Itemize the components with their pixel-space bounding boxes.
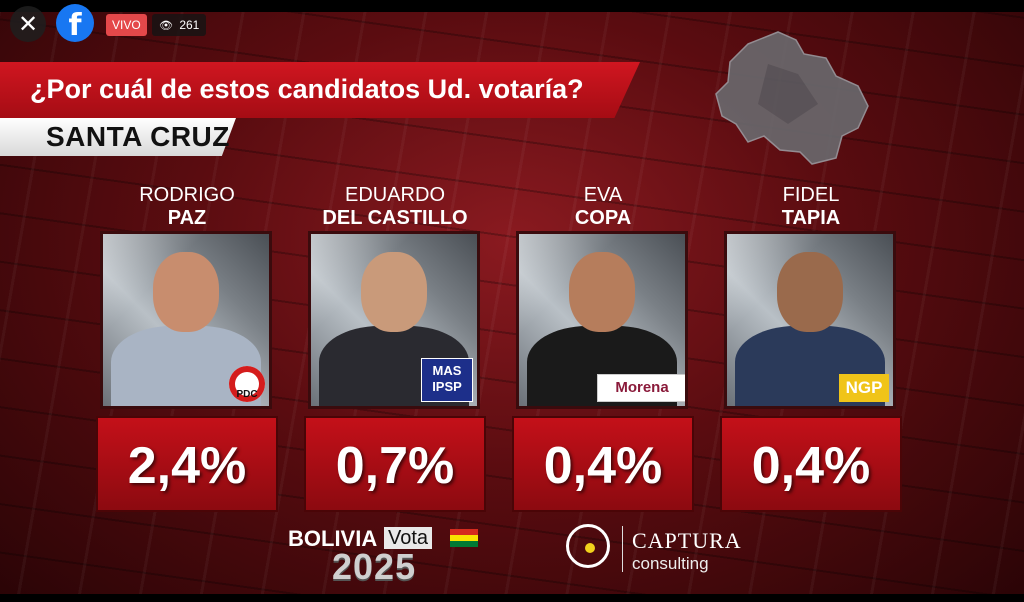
region-banner (0, 118, 236, 156)
candidate-name-2: EDUARDO DEL CASTILLO (300, 184, 490, 230)
region-label: SANTA CRUZ (46, 121, 230, 152)
candidate-photo-4: NGP (724, 231, 896, 409)
party-logo-pdc: PDC (229, 366, 265, 402)
candidate-photo-1: PDC (100, 231, 272, 409)
candidate-first-name: EVA (583, 184, 623, 206)
bolivia-map-graphic (715, 31, 869, 165)
viewer-count: 261 (179, 18, 200, 32)
candidate-percent-1: 2,4% (96, 416, 278, 512)
captura-mark-icon (566, 524, 610, 568)
live-badge: VIVO (106, 14, 147, 36)
question-banner (0, 62, 640, 118)
candidate-name-1: RODRIGO PAZ (92, 184, 282, 230)
close-button[interactable]: ✕ (10, 6, 46, 42)
eye-icon: 👁 (159, 20, 173, 32)
brand-vota-text: Vota (384, 527, 433, 549)
candidate-first-name: FIDEL (782, 184, 840, 206)
poll-question: ¿Por cuál de estos candidatos Ud. votarí… (30, 74, 584, 104)
candidate-name-3: EVA COPA (508, 184, 698, 230)
party-logo-mas-ipsp: MAS IPSP (421, 358, 473, 402)
viewer-count-badge: 👁 261 (152, 14, 207, 36)
candidate-first-name: EDUARDO (344, 184, 445, 206)
candidate-last-name: DEL CASTILLO (322, 207, 468, 229)
bolivia-flag-icon (450, 529, 478, 547)
candidate-last-name: COPA (574, 207, 632, 229)
party-logo-ngp: NGP (839, 374, 889, 402)
candidate-first-name: RODRIGO (139, 184, 235, 206)
brand-bolivia-text: BOLIVIA (288, 526, 378, 551)
candidate-last-name: PAZ (167, 207, 207, 229)
sponsor-name: CAPTURA (632, 528, 742, 553)
bottom-strip (0, 594, 1024, 602)
candidate-percent-2: 0,7% (304, 416, 486, 512)
candidate-percent-4: 0,4% (720, 416, 902, 512)
brand-year-text: 2025 (332, 546, 417, 587)
candidate-photo-3: Morena (516, 231, 688, 409)
candidate-last-name: TAPIA (781, 207, 841, 229)
sponsor-subtitle: consulting (632, 554, 709, 573)
candidate-name-4: FIDEL TAPIA (716, 184, 906, 230)
candidate-percent-3: 0,4% (512, 416, 694, 512)
party-logo-morena: Morena (597, 374, 685, 402)
top-strip (0, 0, 1024, 12)
bolivia-vota-logo: BOLIVIA Vota 2025 (288, 526, 488, 587)
facebook-logo-icon[interactable]: f (56, 4, 94, 42)
candidate-photo-2: MAS IPSP (308, 231, 480, 409)
captura-consulting-logo: CAPTURA consulting (560, 522, 800, 582)
